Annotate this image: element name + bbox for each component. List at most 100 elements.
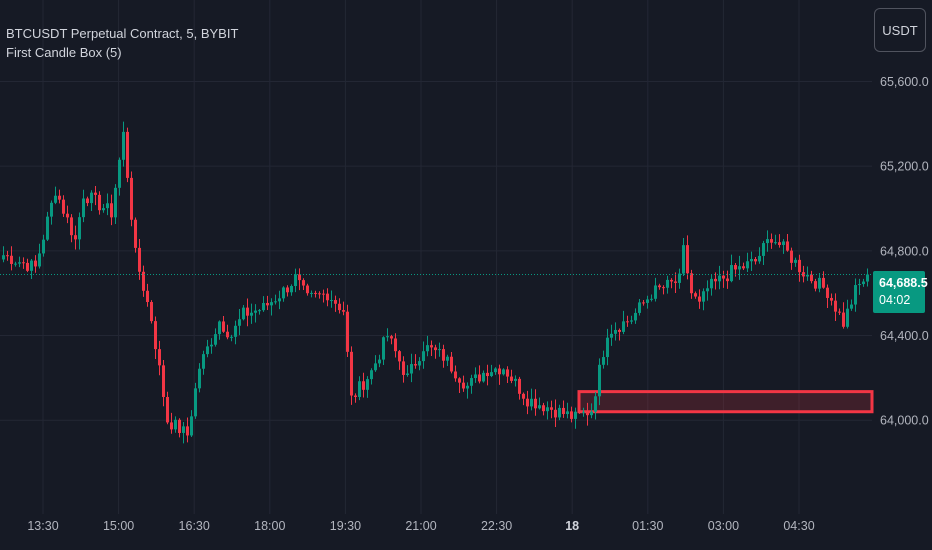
- last-price-value: 64,688.5: [879, 276, 928, 290]
- candle-body: [574, 411, 577, 419]
- candle-body: [82, 198, 85, 218]
- candle-body: [790, 250, 793, 263]
- candle-body: [470, 378, 473, 386]
- candle-body: [162, 365, 165, 397]
- candle-body: [2, 255, 5, 260]
- candle-body: [290, 286, 293, 293]
- candle-body: [210, 344, 213, 347]
- candle-body: [302, 280, 305, 286]
- candle-body: [458, 378, 461, 383]
- candle-body: [830, 297, 833, 301]
- candle-body: [90, 192, 93, 204]
- candle-body: [250, 312, 253, 316]
- candle-body: [698, 296, 701, 302]
- candle-body: [746, 261, 749, 269]
- candle-body: [766, 239, 769, 244]
- candle-body: [158, 349, 161, 366]
- candle-body: [674, 281, 677, 283]
- candle-body: [758, 255, 761, 262]
- candle-body: [438, 349, 441, 351]
- candle-body: [862, 281, 865, 285]
- candle-body: [706, 288, 709, 292]
- candle-body: [798, 259, 801, 273]
- price-tick-label: 65,200.0: [880, 160, 929, 174]
- candle-body: [606, 337, 609, 358]
- candle-body: [66, 213, 69, 218]
- candle-body: [686, 245, 689, 274]
- candle-body: [590, 411, 593, 416]
- candle-body: [718, 275, 721, 282]
- candle-body: [134, 219, 137, 248]
- time-axis: 13:30 15:00 16:30 18:00 19:30 21:00 22:30 18 01:…: [27, 519, 814, 533]
- candle-body: [450, 356, 453, 372]
- candle-body: [146, 290, 149, 303]
- candle-body: [150, 302, 153, 322]
- candle-body: [98, 194, 101, 211]
- candle-body: [34, 260, 37, 267]
- candle-body: [286, 287, 289, 293]
- candle-body: [234, 325, 237, 337]
- candle-body: [854, 285, 857, 305]
- candle-body: [710, 278, 713, 289]
- candle-body: [498, 368, 501, 375]
- candle-body: [690, 273, 693, 294]
- candle-body: [346, 311, 349, 352]
- indicator-label[interactable]: First Candle Box (5): [6, 45, 122, 60]
- candle-body: [370, 370, 373, 380]
- price-tick-label: 64,800.0: [880, 244, 929, 258]
- candle-body: [614, 329, 617, 334]
- candle-body: [850, 304, 853, 309]
- candle-body: [782, 241, 785, 245]
- candle-body: [422, 351, 425, 362]
- candle-body: [242, 307, 245, 320]
- symbol-title: BTCUSDT Perpetual Contract, 5, BYBIT: [6, 26, 239, 41]
- candle-body: [602, 357, 605, 365]
- candle-body: [490, 372, 493, 377]
- chart-grid: [0, 0, 872, 514]
- candle-body: [138, 247, 141, 272]
- candle-body: [386, 336, 389, 338]
- candle-body: [374, 363, 377, 371]
- candle-body: [266, 302, 269, 306]
- currency-button[interactable]: USDT: [874, 8, 926, 52]
- candle-body: [402, 361, 405, 375]
- candle-body: [74, 235, 77, 240]
- time-tick-label: 15:00: [103, 519, 134, 533]
- candle-body: [390, 336, 393, 339]
- candle-body: [50, 202, 53, 217]
- candle-body: [270, 302, 273, 306]
- candle-body: [518, 378, 521, 394]
- candle-body: [838, 311, 841, 313]
- candle-body: [86, 198, 89, 204]
- candle-body: [18, 262, 21, 264]
- time-tick-label: 04:30: [783, 519, 814, 533]
- candle-body: [178, 419, 181, 433]
- candle-body: [842, 312, 845, 327]
- candle-body: [566, 411, 569, 415]
- candle-body: [6, 255, 9, 257]
- candle-body: [586, 411, 589, 416]
- candle-body: [246, 307, 249, 316]
- time-tick-label: 03:00: [708, 519, 739, 533]
- candle-body: [114, 187, 117, 218]
- candle-body: [194, 388, 197, 417]
- candle-body: [418, 361, 421, 366]
- candle-body: [678, 273, 681, 283]
- time-tick-label: 18:00: [254, 519, 285, 533]
- candle-body: [786, 241, 789, 251]
- candle-body: [726, 278, 729, 282]
- candle-body: [434, 347, 437, 351]
- candle-body: [446, 356, 449, 361]
- price-tick-label: 65,600.0: [880, 75, 929, 89]
- candle-body: [510, 376, 513, 381]
- candle-body: [442, 349, 445, 361]
- candle-body: [754, 259, 757, 262]
- candle-body: [10, 255, 13, 264]
- candle-body: [846, 308, 849, 327]
- candle-body: [570, 411, 573, 419]
- candle-body: [478, 374, 481, 382]
- candle-body: [522, 393, 525, 399]
- candle-body: [550, 407, 553, 410]
- candle-body: [30, 260, 33, 271]
